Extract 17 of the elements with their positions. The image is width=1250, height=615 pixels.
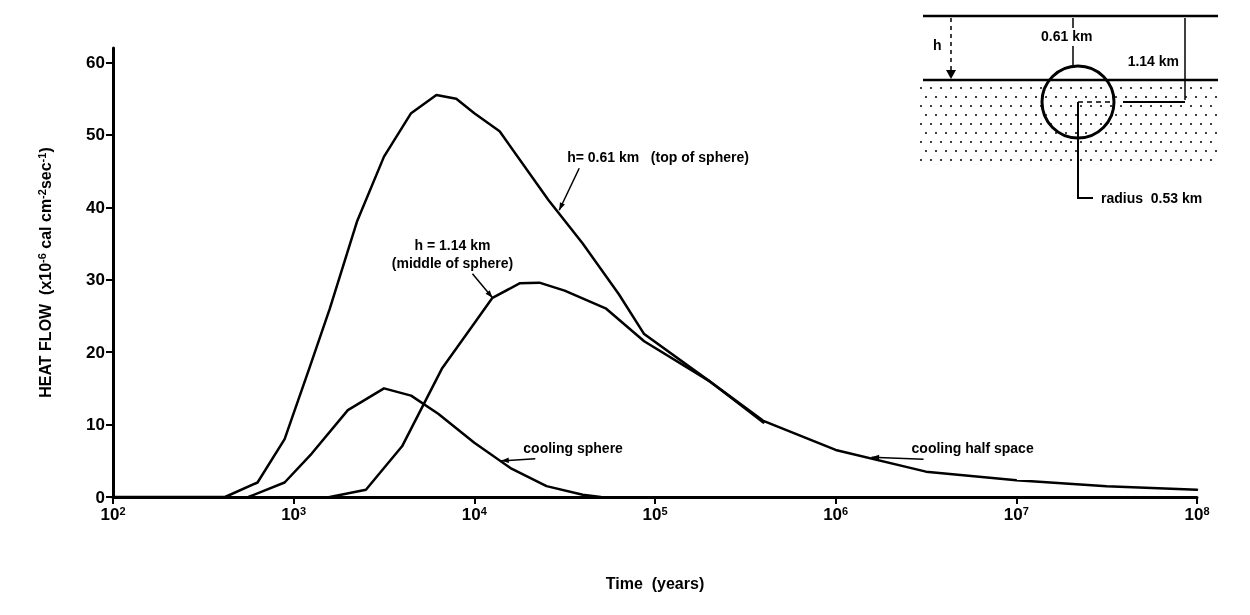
annotation: h= 0.61 km (top of sphere) bbox=[567, 149, 749, 166]
y-axis-title: HEAT FLOW (x10-6 cal cm-2sec-1) bbox=[35, 147, 54, 398]
text: 0.61 km bbox=[1041, 28, 1093, 44]
y-tick-label: 40 bbox=[86, 197, 105, 217]
annotation: 1.14 km bbox=[1127, 53, 1179, 69]
annotation: radius 0.53 km bbox=[1101, 190, 1203, 206]
x-axis-title: Time (years) bbox=[605, 574, 705, 592]
y-tick-label: 30 bbox=[86, 270, 105, 290]
y-tick-label: 10 bbox=[86, 415, 105, 435]
annotation: h bbox=[933, 37, 942, 53]
y-tick-label: 60 bbox=[86, 52, 105, 72]
annotation: cooling sphere bbox=[523, 439, 624, 456]
y-tick-label: 20 bbox=[86, 342, 105, 362]
annotation: cooling half space bbox=[911, 440, 1034, 457]
annotation: h = 1.14 km (middle of sphere) bbox=[391, 236, 514, 271]
y-tick-label: 50 bbox=[86, 125, 105, 145]
y-tick-label: 0 bbox=[95, 487, 105, 507]
